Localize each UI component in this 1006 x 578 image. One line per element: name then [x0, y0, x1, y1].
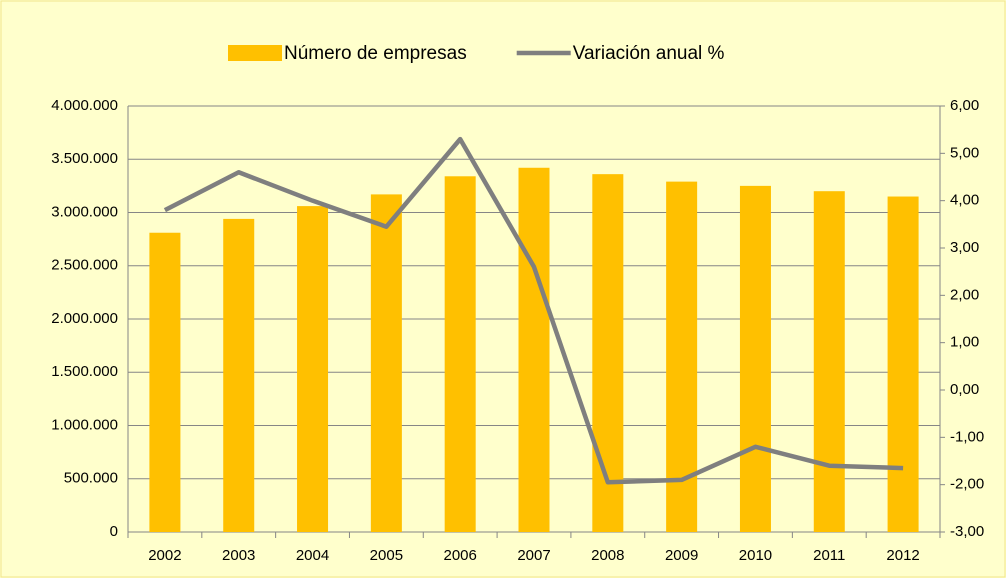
x-tick-label: 2009	[665, 547, 698, 564]
x-tick-label: 2011	[813, 547, 845, 564]
x-tick-label: 2004	[296, 547, 329, 564]
y-tick-label: 3.500.000	[51, 150, 118, 167]
x-tick-label: 2010	[739, 547, 772, 564]
legend-label: Número de empresas	[284, 43, 467, 64]
x-tick-label: 2012	[886, 547, 919, 564]
y-tick-label: 2.500.000	[51, 257, 118, 274]
x-tick-label: 2003	[222, 547, 255, 564]
y2-tick-label: 3,00	[950, 239, 979, 256]
x-tick-label: 2005	[370, 547, 403, 564]
legend-label: Variación anual %	[573, 43, 725, 64]
y2-tick-label: -2,00	[950, 476, 984, 493]
y-tick-label: 0	[110, 523, 118, 540]
bar	[813, 191, 845, 532]
y-tick-label: 1.000.000	[51, 416, 118, 433]
bar	[592, 174, 624, 532]
y2-tick-label: -1,00	[950, 428, 984, 445]
x-tick-label: 2008	[591, 547, 624, 564]
bar	[149, 232, 181, 533]
y-tick-label: 2.000.000	[51, 310, 118, 327]
y-tick-label: 500.000	[64, 470, 118, 487]
bar	[223, 218, 255, 532]
line	[163, 136, 904, 485]
y2-tick-label: 1,00	[950, 334, 979, 351]
y2-tick-label: 5,00	[950, 144, 979, 161]
x-tick-label: 2002	[148, 547, 181, 564]
y2-tick-label: -3,00	[950, 523, 984, 540]
y-tick-label: 3.000.000	[51, 203, 118, 220]
y2-tick-label: 0,00	[950, 381, 979, 398]
bar	[370, 194, 402, 532]
x-tick-label: 2006	[443, 547, 476, 564]
bar	[444, 176, 476, 533]
x-tick-label: 2007	[517, 547, 550, 564]
bar	[887, 196, 919, 532]
bar	[739, 185, 771, 532]
y-tick-label: 1.500.000	[51, 363, 118, 380]
y2-tick-label: 6,00	[950, 97, 979, 114]
bar	[518, 167, 550, 532]
y2-tick-label: 4,00	[950, 192, 979, 209]
y-tick-label: 4.000.000	[51, 97, 118, 114]
legend-swatch	[228, 45, 282, 61]
y2-tick-label: 2,00	[950, 286, 979, 303]
bar	[297, 206, 329, 533]
